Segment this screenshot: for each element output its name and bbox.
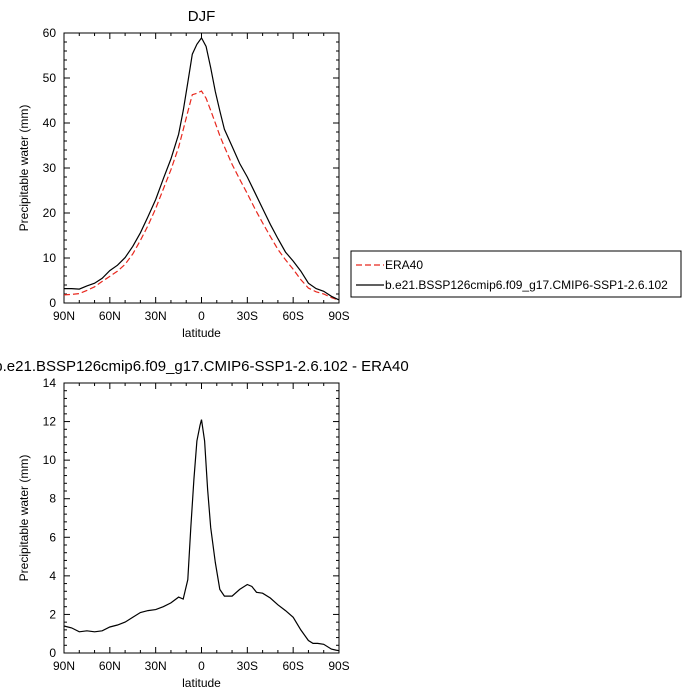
x-tick-label: 30N — [145, 309, 167, 323]
y-tick-label: 30 — [43, 161, 57, 175]
x-tick-label: 30S — [237, 659, 258, 673]
y-tick-label: 2 — [49, 607, 56, 621]
x-tick-label: 60S — [282, 309, 303, 323]
y-tick-label: 60 — [43, 26, 57, 40]
legend-box — [350, 250, 682, 298]
series-line-2 — [64, 36, 340, 301]
x-axis-label: latitude — [182, 326, 221, 340]
y-tick-label: 20 — [43, 206, 57, 220]
x-tick-label: 90N — [53, 309, 75, 323]
y-tick-label: 6 — [49, 530, 56, 544]
series-line-1 — [63, 90, 340, 301]
x-tick-label: 60S — [282, 659, 303, 673]
top-plot: DJF 90N 60N 30N 0 30S 60S 90S 0 10 20 30 40 50 60 latit… — [17, 8, 350, 340]
x-tick-label: 30S — [237, 309, 258, 323]
legend-entry-2: b.e21.BSSP126cmip6.f09_g17.CMIP6-SSP1-2.… — [385, 278, 668, 292]
y-axis-label: Precipitable water (mm) — [17, 105, 31, 232]
series-line-1 — [63, 419, 340, 652]
x-tick-label: 90N — [53, 659, 75, 673]
y-tick-label: 12 — [43, 415, 57, 429]
x-tick-label: 60N — [99, 309, 121, 323]
x-tick-label: 90S — [328, 309, 349, 323]
y-tick-label: 10 — [43, 453, 57, 467]
y-tick-label: 0 — [49, 296, 56, 310]
x-tick-label: 30N — [145, 659, 167, 673]
y-axis-label: Precipitable water (mm) — [17, 455, 31, 582]
x-tick-label: 0 — [198, 309, 205, 323]
plot-title: DJF — [188, 8, 216, 25]
y-tick-label: 4 — [49, 569, 56, 583]
y-tick-label: 50 — [43, 71, 57, 85]
y-tick-label: 14 — [43, 376, 57, 390]
y-tick-label: 10 — [43, 251, 57, 265]
y-tick-label: 0 — [49, 646, 56, 660]
y-tick-label: 8 — [49, 492, 56, 506]
plot-frame — [63, 32, 340, 304]
x-tick-label: 60N — [99, 659, 121, 673]
x-tick-label: 90S — [328, 659, 349, 673]
legend: ERA40 b.e21.BSSP126cmip6.f09_g17.CMIP6-SS… — [350, 250, 682, 298]
bottom-plot: b.e21.BSSP126cmip6.f09_g17.CMIP6-SSP1-2.… — [0, 358, 409, 690]
plot-title: b.e21.BSSP126cmip6.f09_g17.CMIP6-SSP1-2.… — [0, 358, 409, 375]
x-axis-label: latitude — [182, 676, 221, 690]
x-tick-label: 0 — [198, 659, 205, 673]
legend-entry-1: ERA40 — [385, 258, 423, 272]
y-tick-label: 40 — [43, 116, 57, 130]
